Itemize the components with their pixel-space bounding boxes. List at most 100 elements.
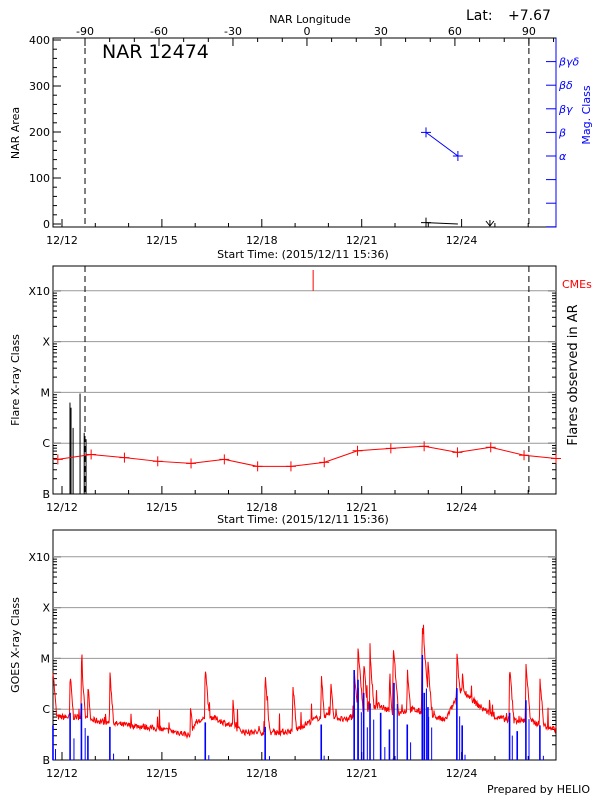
panel1-y-tick-label: 400: [29, 34, 50, 47]
panel1-y-tick-label: 100: [29, 172, 50, 185]
panel1-mag-tick-label: βγ: [558, 103, 573, 116]
panel2-frame: [52, 265, 557, 495]
panel1-top-tick-label: 30: [374, 25, 388, 38]
panel1-mag-tick-label: βδ: [558, 79, 573, 92]
panel3-x-tick-label: 12/21: [346, 767, 378, 780]
panel1-mag-tick-label: βγδ: [558, 56, 580, 69]
lat-label: Lat:: [466, 8, 493, 24]
goes-short-channel-spike: [528, 719, 530, 760]
panel1-mag-tick-label: α: [559, 150, 567, 163]
panel3-y-tick-label: C: [42, 703, 50, 716]
goes-short-channel-spike: [264, 726, 266, 760]
cme-label: CMEs: [562, 278, 592, 291]
goes-short-channel-spike: [542, 755, 544, 760]
panel1-top-tick-label: -90: [76, 25, 94, 38]
panel1-y-tick-label: 200: [29, 126, 50, 139]
panel1-x-tick-label: 12/12: [46, 234, 78, 247]
mag-class-line: [425, 131, 459, 157]
goes-short-channel-spike: [425, 688, 427, 760]
goes-short-channel-spike: [87, 735, 89, 760]
goes-short-channel-spike: [69, 712, 71, 760]
goes-short-channel-spike: [366, 727, 368, 760]
goes-short-channel-spike: [323, 755, 325, 760]
goes-short-channel-spike: [508, 712, 511, 760]
goes-short-channel-spike: [431, 727, 433, 760]
goes-short-channel-spike: [388, 729, 391, 760]
panel1-x-tick-label: 12/21: [346, 234, 378, 247]
goes-short-channel-spike: [204, 722, 207, 760]
panel3-x-tick-label: 12/15: [146, 767, 178, 780]
panel1-y-tick-label: 300: [29, 80, 50, 93]
panel3-y-label: GOES X-ray Class: [9, 597, 22, 693]
panel2-y2-label: Flares observed in AR: [566, 304, 581, 445]
panel2-x-tick-label: 12/12: [46, 501, 78, 514]
panel1-y-label: NAR Area: [9, 107, 22, 159]
panel1-x-tick-label: 12/18: [246, 234, 278, 247]
panel1-top-tick-label: 0: [303, 25, 310, 38]
goes-short-channel-spike: [421, 654, 424, 760]
goes-short-channel-spike: [357, 679, 359, 760]
panel1-top-axis-label: NAR Longitude: [269, 13, 351, 26]
goes-short-channel-spike: [406, 724, 409, 760]
panel3-y-tick-label: M: [41, 652, 51, 665]
goes-short-channel-spike: [268, 756, 270, 760]
goes-short-channel-spike: [362, 692, 365, 760]
daily-flare-line: [57, 445, 557, 467]
goes-short-channel-spike: [461, 725, 463, 760]
panel2-y-tick-label: M: [41, 386, 51, 399]
goes-short-channel-spike: [410, 742, 412, 760]
panel3-y-tick-label: X: [42, 602, 50, 615]
panel3-x-tick-label: 12/18: [246, 767, 278, 780]
area-zero-arrow-marker: [485, 220, 495, 227]
panel2-x-tick-label: 12/15: [146, 501, 178, 514]
goes-short-channel-spike: [360, 712, 362, 760]
panel2-y-tick-label: X10: [28, 285, 50, 298]
goes-short-channel-spike: [396, 704, 398, 760]
panel2-y-label: Flare X-ray Class: [9, 334, 22, 426]
panel2-y-tick-label: X: [42, 336, 50, 349]
panel2-x-tick-label: 12/18: [246, 501, 278, 514]
goes-short-channel-spike: [353, 670, 355, 760]
goes-short-channel-spike: [423, 692, 426, 760]
goes-short-channel-spike: [320, 724, 323, 760]
panel1-top-tick-label: 60: [448, 25, 462, 38]
goes-short-channel-spike: [384, 747, 386, 760]
goes-short-channel-spike: [55, 749, 57, 760]
goes-short-channel-spike: [525, 700, 527, 760]
goes-short-channel-spike: [208, 755, 210, 760]
goes-short-channel-spike: [73, 738, 75, 760]
goes-short-channel-spike: [511, 735, 513, 760]
goes-short-channel-spike: [373, 719, 375, 760]
goes-short-channel-spike: [459, 716, 461, 760]
panel3-x-tick-label: 12/24: [446, 767, 478, 780]
goes-short-channel-spike: [109, 726, 111, 760]
goes-short-channel-spike: [464, 754, 466, 760]
goes-short-channel-spike: [113, 753, 115, 760]
goes-short-channel-spike: [84, 728, 86, 760]
panel3-x-tick-label: 12/12: [46, 767, 78, 780]
goes-short-channel-spike: [516, 731, 519, 760]
panel1-title: NAR 12474: [102, 41, 209, 63]
goes-short-channel-spike: [52, 725, 54, 760]
panel1-top-tick-label: 90: [522, 25, 536, 38]
panel1-x-tick-label: 12/15: [146, 234, 178, 247]
panel1-frame: [52, 37, 557, 228]
lat-value: +7.67: [508, 8, 551, 24]
panel2-x-tick-label: 12/21: [346, 501, 378, 514]
panel3-y-tick-label: X10: [28, 551, 50, 564]
goes-short-channel-spike: [369, 703, 371, 760]
goes-short-channel-spike: [539, 725, 541, 760]
panel1-mag-tick-label: β: [558, 126, 566, 139]
panel1-y2-label: Mag. Class: [580, 85, 593, 144]
panel2-x-label: Start Time: (2015/12/11 15:36): [217, 513, 389, 526]
panel1-y-tick-label: 0: [43, 218, 50, 231]
panel2-y-tick-label: B: [42, 488, 50, 501]
panel1-x-label: Start Time: (2015/12/11 15:36): [217, 248, 389, 261]
panel2-x-tick-label: 12/24: [446, 501, 478, 514]
goes-short-channel-spike: [80, 703, 83, 760]
goes-short-channel-spike: [393, 682, 395, 760]
footer-credit: Prepared by HELIO: [487, 783, 590, 796]
panel3-y-tick-label: B: [42, 754, 50, 767]
panel1-x-tick-label: 12/24: [446, 234, 478, 247]
